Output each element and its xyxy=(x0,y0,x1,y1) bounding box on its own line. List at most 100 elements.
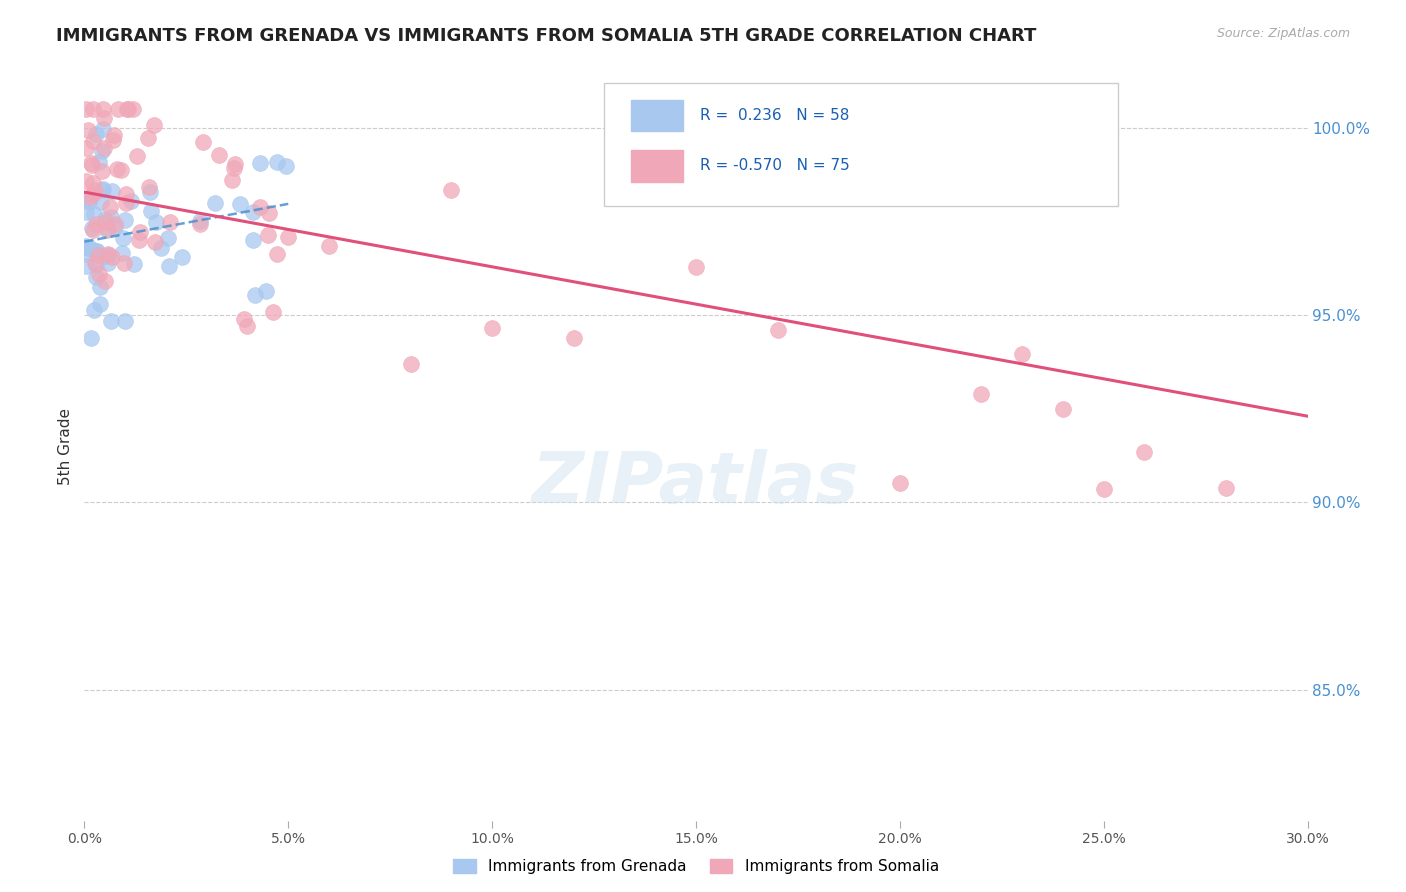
Point xyxy=(104,220,127,235)
Point xyxy=(82,134,104,148)
Point xyxy=(129,225,152,239)
Point xyxy=(84,183,107,197)
Point xyxy=(75,239,97,253)
Point xyxy=(193,135,215,149)
Point xyxy=(156,231,179,245)
Point xyxy=(266,155,288,169)
Point xyxy=(94,215,117,229)
Point xyxy=(150,241,173,255)
Point xyxy=(170,250,193,264)
Point xyxy=(94,211,117,226)
Point xyxy=(104,217,127,231)
Point xyxy=(77,194,100,209)
Point xyxy=(114,313,136,327)
Point xyxy=(1215,481,1237,495)
Point xyxy=(77,123,100,137)
Point xyxy=(91,121,114,136)
Point xyxy=(208,148,231,162)
Point xyxy=(100,184,122,198)
Point xyxy=(82,102,104,116)
Point xyxy=(105,162,128,177)
Y-axis label: 5th Grade: 5th Grade xyxy=(58,408,73,484)
Point xyxy=(440,183,463,197)
Point xyxy=(84,256,107,270)
Point xyxy=(84,270,107,285)
Point xyxy=(87,248,110,262)
Point xyxy=(889,476,911,491)
Point xyxy=(249,155,271,169)
Point xyxy=(125,149,148,163)
Point xyxy=(481,321,503,335)
Point xyxy=(124,257,146,271)
Point xyxy=(94,248,117,262)
Point xyxy=(98,200,121,214)
Point xyxy=(107,102,129,116)
Point xyxy=(136,131,159,145)
Point xyxy=(115,102,138,116)
Point xyxy=(159,215,181,229)
Point xyxy=(82,186,104,201)
Point xyxy=(86,244,108,258)
Point xyxy=(103,128,125,142)
Point xyxy=(84,258,107,272)
Bar xyxy=(631,150,682,181)
Point xyxy=(110,162,132,177)
Point xyxy=(766,323,789,337)
Point xyxy=(83,302,105,317)
Point xyxy=(274,159,297,173)
Point xyxy=(242,205,264,219)
Point xyxy=(262,305,284,319)
Point xyxy=(121,102,143,116)
Point xyxy=(229,197,252,211)
Text: R =  0.236   N = 58: R = 0.236 N = 58 xyxy=(700,108,849,123)
Point xyxy=(1133,445,1156,459)
Point xyxy=(141,204,163,219)
Point xyxy=(76,192,98,206)
Point xyxy=(685,260,707,274)
Point xyxy=(243,288,266,302)
Legend: Immigrants from Grenada, Immigrants from Somalia: Immigrants from Grenada, Immigrants from… xyxy=(447,853,945,880)
Point xyxy=(90,195,112,210)
Point xyxy=(112,256,135,270)
Point xyxy=(97,248,120,262)
Point xyxy=(90,144,112,158)
Point xyxy=(100,210,122,224)
Text: R = -0.570   N = 75: R = -0.570 N = 75 xyxy=(700,158,849,173)
Point xyxy=(80,221,103,235)
Point xyxy=(254,284,277,298)
Point xyxy=(91,102,114,116)
Point xyxy=(75,240,97,254)
Point xyxy=(87,267,110,281)
Point xyxy=(100,314,122,328)
Point xyxy=(79,331,101,345)
Point xyxy=(257,227,280,242)
Point xyxy=(114,213,136,227)
Point xyxy=(249,200,271,214)
Point xyxy=(84,217,107,231)
Point xyxy=(222,161,245,175)
Point xyxy=(89,297,111,311)
Point xyxy=(79,241,101,255)
Point xyxy=(115,196,138,211)
Point xyxy=(101,250,124,264)
Point xyxy=(93,141,115,155)
Point xyxy=(188,217,211,231)
Point xyxy=(75,174,97,188)
Point xyxy=(242,233,264,247)
Point xyxy=(138,180,160,194)
Point xyxy=(83,207,105,221)
Point xyxy=(76,246,98,260)
Point xyxy=(101,133,124,147)
Point xyxy=(115,186,138,201)
Point xyxy=(96,223,118,237)
Point xyxy=(89,280,111,294)
Point xyxy=(224,157,246,171)
Point xyxy=(82,176,104,190)
Text: ZIPatlas: ZIPatlas xyxy=(533,449,859,518)
Point xyxy=(232,312,254,326)
Point xyxy=(143,235,166,249)
Point xyxy=(91,182,114,196)
Text: Source: ZipAtlas.com: Source: ZipAtlas.com xyxy=(1216,27,1350,40)
Point xyxy=(142,118,165,132)
Point xyxy=(82,223,104,237)
